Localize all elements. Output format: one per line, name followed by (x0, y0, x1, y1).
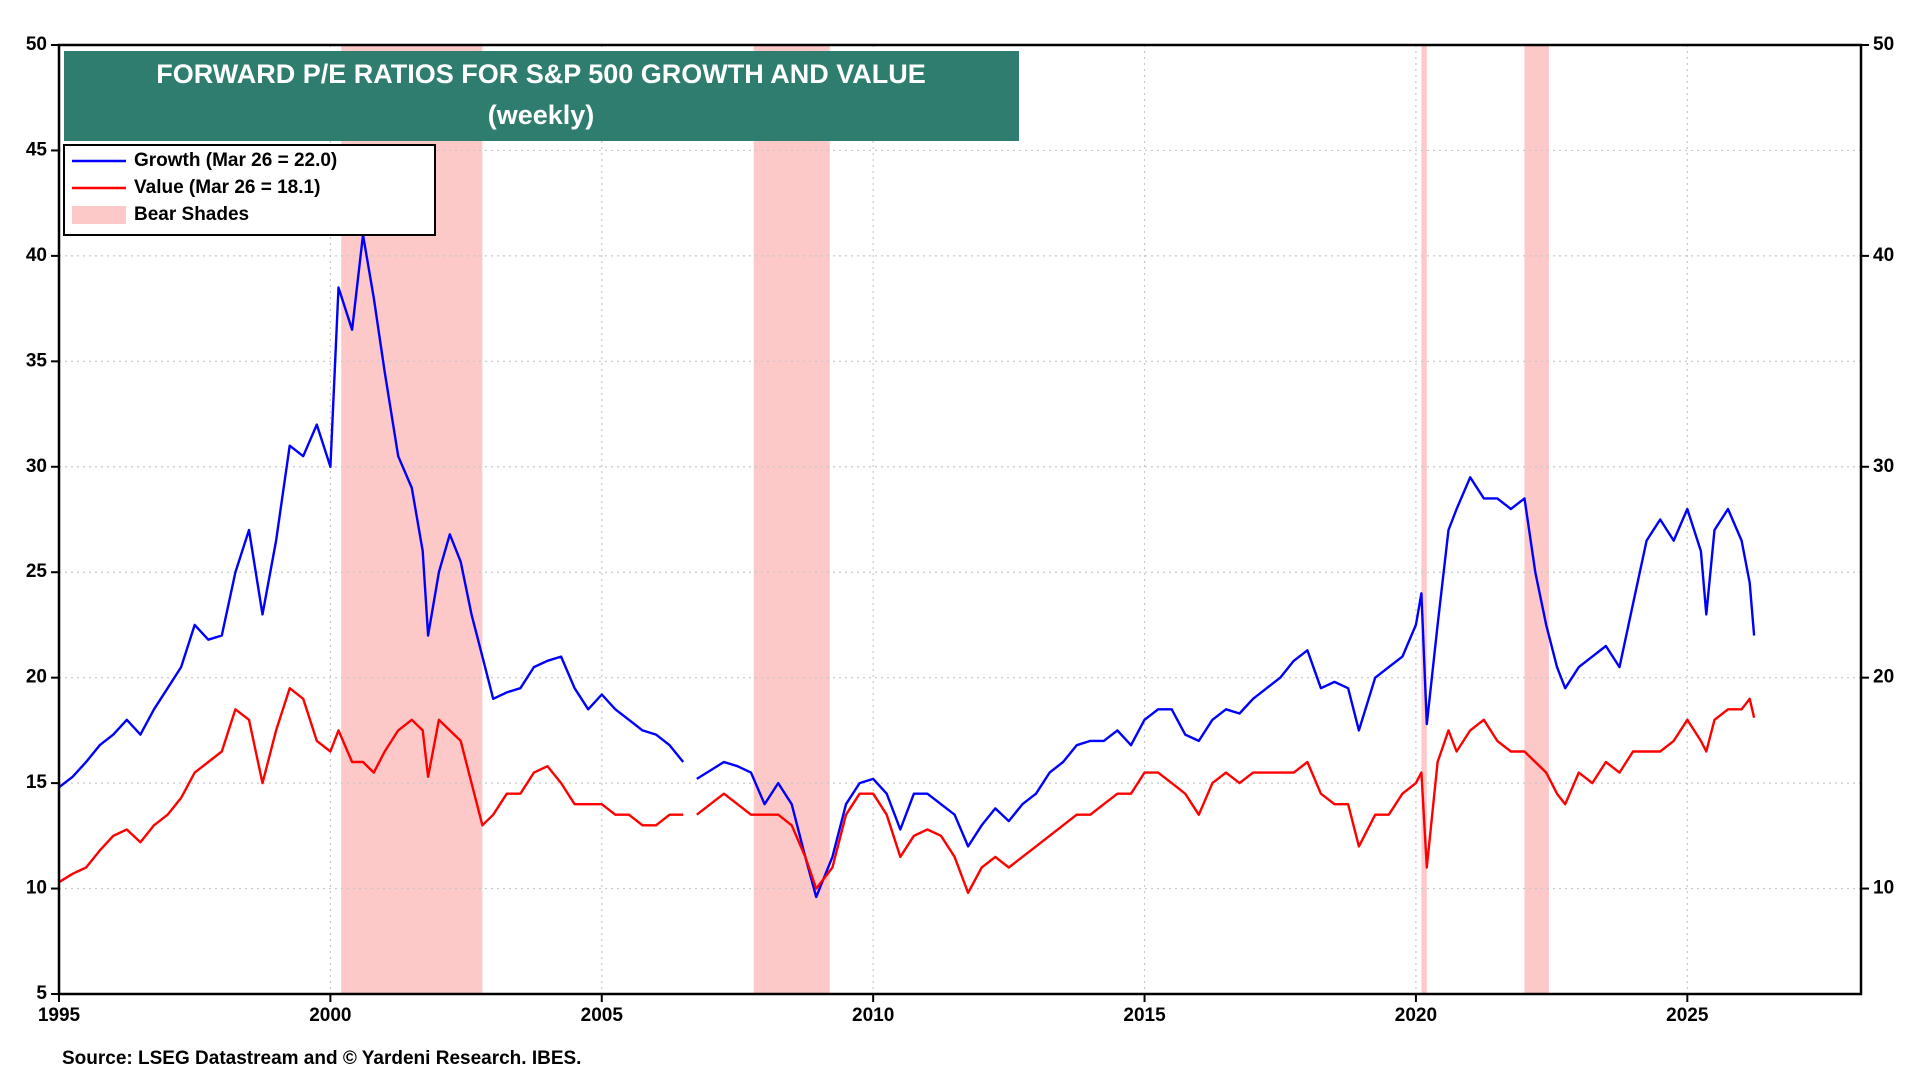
x-tick-label: 2010 (852, 1005, 894, 1026)
legend-label: Growth (Mar 26 = 22.0) (134, 150, 337, 171)
plot-frame (57, 43, 1863, 996)
y-tick-label: 30 (26, 456, 47, 477)
y-tick-label: 35 (26, 350, 48, 371)
series-line (58, 233, 1756, 899)
y-tick-label: 40 (26, 245, 47, 266)
y2-tick-label: 30 (1873, 456, 1894, 477)
y-tick-label: 50 (26, 34, 47, 55)
y-tick-label: 20 (26, 667, 47, 688)
x-tick-label: 2015 (1123, 1005, 1166, 1026)
x-tick-label: 2000 (309, 1005, 351, 1026)
x-tick-label: 2025 (1666, 1005, 1709, 1026)
series-line (58, 687, 1756, 894)
y-tick-label: 15 (26, 772, 48, 793)
title-box (64, 51, 1019, 141)
y2-tick-label: 40 (1873, 245, 1894, 266)
source-note: Source: LSEG Datastream and © Yardeni Re… (62, 1048, 581, 1069)
chart-title: FORWARD P/E RATIOS FOR S&P 500 GROWTH AN… (156, 59, 926, 89)
y2-tick-label: 50 (1873, 34, 1894, 55)
y-tick-label: 10 (26, 878, 47, 899)
y-tick-label: 45 (26, 139, 48, 160)
y2-tick-label: 10 (1873, 878, 1894, 899)
legend-label: Bear Shades (134, 204, 249, 225)
x-tick-label: 1995 (38, 1005, 81, 1026)
legend-label: Value (Mar 26 = 18.1) (134, 177, 320, 198)
y2-tick-label: 20 (1873, 667, 1894, 688)
chart-subtitle: (weekly) (488, 100, 595, 130)
x-tick-label: 2020 (1395, 1005, 1437, 1026)
x-tick-label: 2005 (581, 1005, 624, 1026)
bear-shade (1421, 45, 1427, 994)
bear-shade (753, 45, 830, 994)
y-tick-label: 5 (36, 983, 47, 1004)
y-tick-label: 25 (26, 561, 48, 582)
legend-swatch (72, 206, 126, 224)
